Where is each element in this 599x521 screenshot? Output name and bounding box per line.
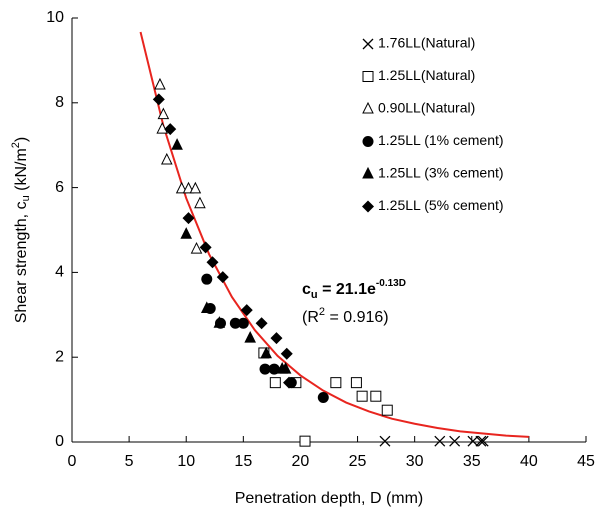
y-axis-label: Shear strength, cu (kN/m2) bbox=[10, 137, 32, 324]
marker-square bbox=[299, 435, 311, 447]
marker-circle bbox=[201, 273, 213, 285]
equation: cu = 21.1e-0.13D bbox=[302, 278, 406, 301]
y-tick-label: 4 bbox=[55, 264, 64, 281]
marker-triangle bbox=[260, 346, 272, 359]
marker-x bbox=[467, 435, 479, 447]
y-tick-label: 6 bbox=[55, 179, 64, 196]
marker-circle bbox=[317, 391, 329, 403]
x-tick-label: 0 bbox=[68, 453, 77, 470]
y-label-main: Shear strength, c bbox=[13, 201, 30, 323]
x-tick-label: 10 bbox=[177, 453, 195, 470]
marker-square bbox=[269, 377, 281, 389]
marker-x bbox=[434, 435, 446, 447]
marker-square bbox=[381, 404, 393, 416]
marker-x bbox=[379, 435, 391, 447]
y-tick-label: 8 bbox=[55, 94, 64, 111]
x-tick-label: 40 bbox=[520, 453, 538, 470]
marker-square bbox=[370, 390, 382, 402]
marker-x bbox=[449, 435, 461, 447]
x-tick-label: 30 bbox=[406, 453, 424, 470]
marker-x bbox=[362, 38, 374, 50]
marker-diamond bbox=[216, 271, 229, 284]
marker-triangle-open bbox=[362, 101, 374, 114]
marker-triangle-open bbox=[160, 152, 173, 165]
marker-diamond bbox=[255, 317, 268, 330]
marker-triangle-open bbox=[157, 107, 170, 120]
legend-label: 1.25LL (3% cement) bbox=[378, 165, 504, 181]
marker-triangle-open bbox=[189, 181, 202, 194]
r2-sup: 2 bbox=[319, 306, 325, 318]
x-tick-label: 45 bbox=[577, 453, 595, 470]
y-label-mid: (kN/m bbox=[13, 148, 30, 195]
y-tick-label: 0 bbox=[55, 433, 64, 450]
x-tick-label: 15 bbox=[234, 453, 252, 470]
marker-diamond bbox=[270, 332, 283, 345]
marker-circle bbox=[259, 363, 271, 375]
marker-triangle-open bbox=[182, 181, 195, 194]
marker-diamond bbox=[152, 93, 165, 106]
y-label-sub: u bbox=[20, 195, 32, 201]
marker-diamond bbox=[164, 123, 177, 136]
legend-label: 1.76LL(Natural) bbox=[378, 35, 475, 51]
x-tick-label: 35 bbox=[463, 453, 481, 470]
r2-end: = 0.916) bbox=[325, 309, 389, 326]
marker-circle bbox=[268, 363, 280, 375]
marker-triangle-open bbox=[156, 121, 169, 134]
marker-diamond bbox=[199, 241, 212, 254]
marker-triangle bbox=[362, 166, 374, 179]
r-squared: (R2 = 0.916) bbox=[302, 306, 389, 326]
legend-label: 1.25LL (1% cement) bbox=[378, 132, 504, 148]
y-label-end: ) bbox=[13, 137, 30, 142]
marker-square bbox=[362, 71, 374, 82]
marker-triangle bbox=[180, 227, 193, 239]
x-tick-label: 20 bbox=[292, 453, 310, 470]
y-tick-label: 10 bbox=[46, 9, 64, 26]
eq-main: c bbox=[302, 281, 311, 298]
marker-circle bbox=[237, 317, 249, 329]
marker-triangle bbox=[171, 138, 183, 150]
marker-diamond bbox=[280, 347, 293, 360]
marker-triangle bbox=[213, 316, 226, 328]
marker-diamond bbox=[362, 200, 374, 213]
marker-triangle bbox=[200, 301, 213, 313]
marker-diamond bbox=[182, 212, 195, 225]
eq-sup: -0.13D bbox=[376, 278, 406, 289]
marker-triangle bbox=[279, 361, 292, 374]
marker-square bbox=[330, 377, 342, 389]
marker-triangle-open bbox=[194, 196, 206, 209]
marker-circle bbox=[362, 136, 374, 147]
marker-triangle-open bbox=[175, 181, 188, 194]
x-tick-label: 5 bbox=[125, 453, 134, 470]
marker-triangle-open bbox=[154, 77, 166, 90]
marker-diamond bbox=[206, 256, 219, 269]
eq-sub: u bbox=[311, 289, 318, 301]
marker-x bbox=[475, 435, 487, 447]
legend-label: 1.25LL (5% cement) bbox=[378, 197, 504, 213]
marker-square bbox=[350, 377, 362, 389]
y-tick-label: 2 bbox=[55, 348, 64, 365]
x-tick-label: 25 bbox=[349, 453, 367, 470]
y-label-sup: 2 bbox=[10, 142, 22, 148]
marker-square bbox=[356, 390, 368, 402]
legend-label: 0.90LL(Natural) bbox=[378, 100, 475, 116]
marker-diamond bbox=[240, 304, 253, 317]
marker-triangle-open bbox=[190, 241, 203, 254]
legend-label: 1.25LL(Natural) bbox=[378, 67, 475, 83]
x-axis-label: Penetration depth, D (mm) bbox=[235, 490, 424, 507]
r2-main: (R bbox=[302, 309, 319, 326]
marker-diamond bbox=[283, 376, 296, 389]
marker-x bbox=[477, 435, 489, 447]
marker-triangle bbox=[244, 331, 256, 343]
marker-circle bbox=[229, 317, 241, 329]
eq-mid: = 21.1e bbox=[318, 281, 376, 298]
fit-curve bbox=[139, 31, 529, 438]
